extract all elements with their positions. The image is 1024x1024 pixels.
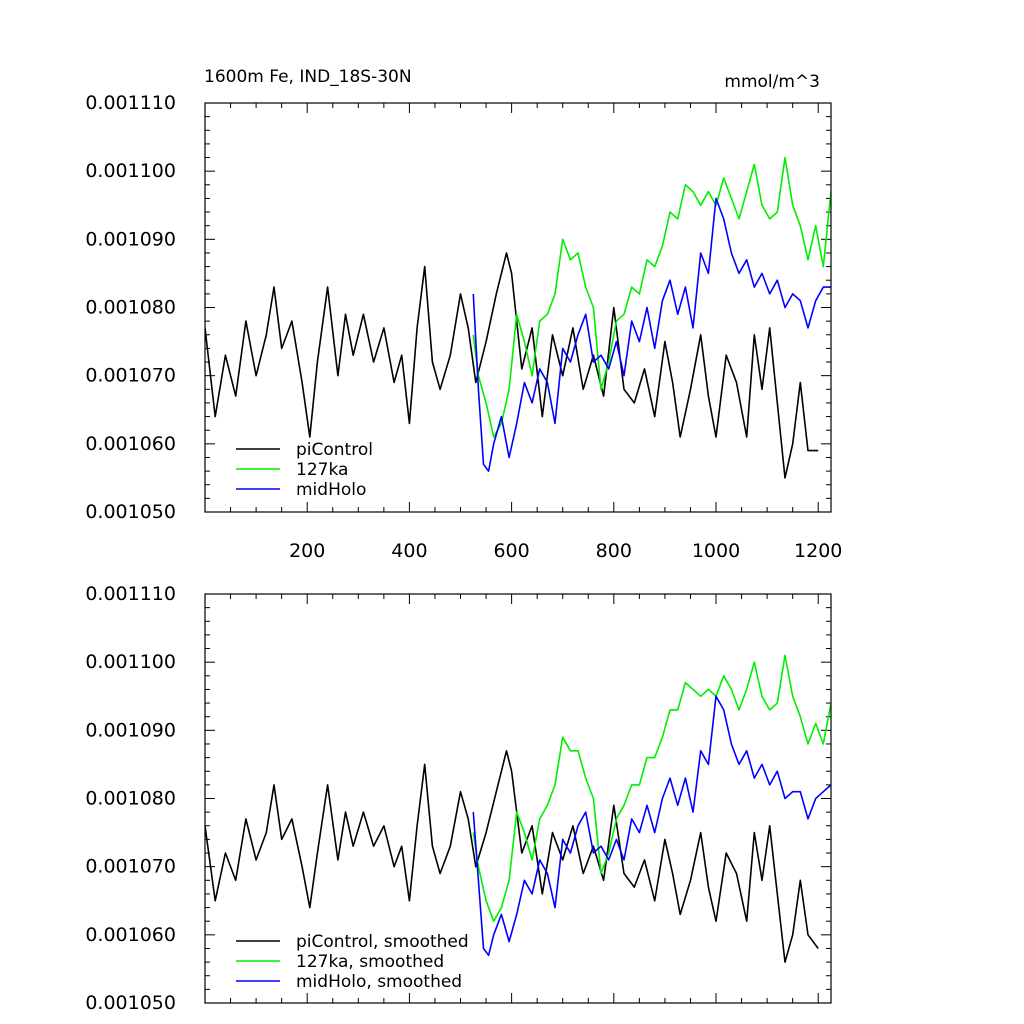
y-tick-label: 0.001110 [85,583,176,605]
y-tick-label: 0.001050 [85,501,176,523]
chart-title: 1600m Fe, IND_18S-30N [204,67,412,87]
x-tick-label: 400 [391,540,427,562]
legend-label: 127ka, smoothed [296,952,444,972]
series-line-midholo-smoothed [472,695,831,957]
x-tick-label: 800 [596,540,632,562]
legend-label: midHolo, smoothed [296,972,462,992]
top-plot: 0.001050 0.001060 0.001070 0.001080 0.001090… [85,92,842,562]
y-tick-label: 0.001070 [85,856,176,878]
legend-label: 127ka [296,460,348,480]
y-tick-label: 0.001070 [85,365,176,387]
y-tick-label: 0.001090 [85,228,176,250]
plot-frame [204,593,832,1004]
x-tick-label: 1000 [692,540,740,562]
y-tick-label: 0.001050 [85,992,176,1014]
x-tick-label: 200 [289,540,325,562]
y-tick-label: 0.001100 [85,651,176,673]
series-line-picontrol-smoothed [205,750,819,963]
bottom-plot: 0.001050 0.001060 0.001070 0.001080 0.001090… [85,583,832,1014]
legend-label: piControl [296,440,373,460]
chart-units: mmol/m^3 [724,72,820,92]
series-line-127ka-smoothed [472,654,831,922]
x-tick-label: 1200 [794,540,842,562]
y-tick-label: 0.001080 [85,297,176,319]
legend-label: midHolo [296,480,366,500]
plot-frame [204,102,832,513]
y-tick-label: 0.001110 [85,92,176,114]
y-tick-label: 0.001090 [85,719,176,741]
y-tick-label: 0.001080 [85,788,176,810]
series-line-picontrol [205,252,819,479]
y-tick-label: 0.001100 [85,160,176,182]
y-tick-label: 0.001060 [85,924,176,946]
series-line-127ka [472,156,831,438]
x-tick-label: 600 [493,540,529,562]
legend-label: piControl, smoothed [296,932,469,952]
series-line-midholo [472,197,831,472]
y-tick-label: 0.001060 [85,433,176,455]
